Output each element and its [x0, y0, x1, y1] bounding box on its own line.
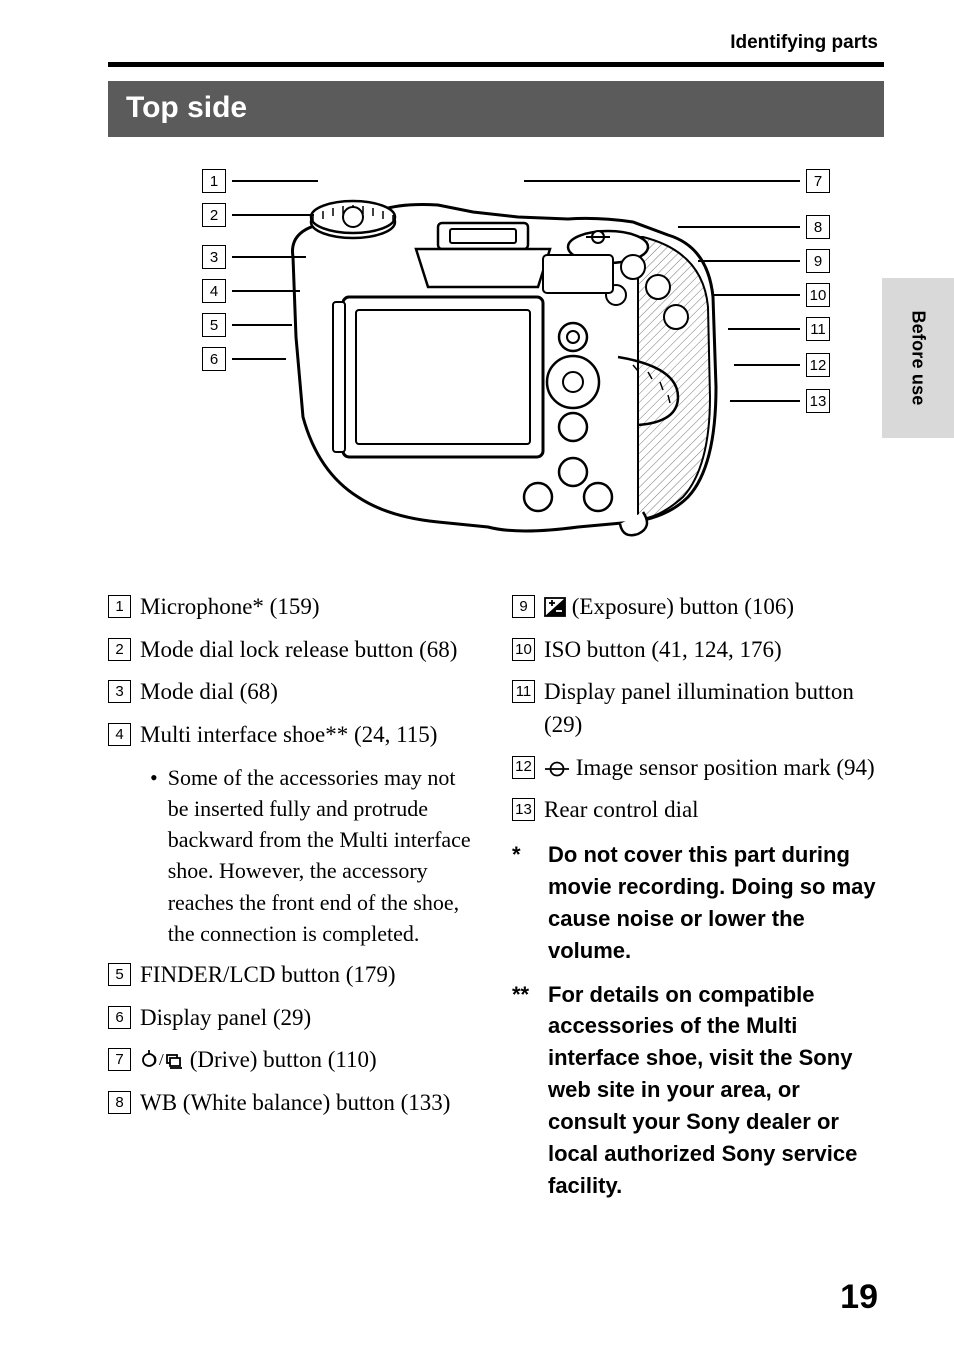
item-text: FINDER/LCD button (179)	[140, 962, 396, 987]
callout-number: 12	[806, 353, 830, 377]
leader-line	[524, 180, 800, 182]
list-item-2: 2 Mode dial lock release button (68)	[108, 634, 480, 667]
callout-5: 5	[202, 313, 292, 337]
footnote: ** For details on compatible accessories …	[512, 979, 884, 1202]
leader-line	[232, 324, 292, 326]
list-item-8: 8 WB (White balance) button (133)	[108, 1087, 480, 1120]
callout-number: 11	[806, 317, 830, 341]
callout-number: 5	[202, 313, 226, 337]
list-item-4: 4 Multi interface shoe** (24, 115)	[108, 719, 480, 752]
sub-bullet: •Some of the accessories may not be inse…	[150, 762, 480, 949]
item-number: 9	[512, 595, 535, 618]
list-item-6: 6 Display panel (29)	[108, 1002, 480, 1035]
callout-9: 9	[698, 249, 830, 273]
callout-12: 12	[734, 353, 830, 377]
item-number: 1	[108, 595, 131, 618]
callout-2: 2	[202, 203, 314, 227]
callout-10: 10	[714, 283, 830, 307]
callout-number: 10	[806, 283, 830, 307]
item-text: ISO button (41, 124, 176)	[544, 637, 782, 662]
diagram: 12345678910111213	[108, 155, 884, 565]
item-text: Multi interface shoe** (24, 115)	[140, 722, 437, 747]
list-item-5: 5 FINDER/LCD button (179)	[108, 959, 480, 992]
list-item-12: 12 Image sensor position mark (94)	[512, 752, 884, 785]
leader-line	[714, 294, 800, 296]
item-number: 11	[512, 680, 535, 703]
callout-13: 13	[730, 389, 830, 413]
right-column: 9 (Exposure) button (106) 10 ISO button (4…	[510, 591, 884, 1202]
leader-line	[232, 180, 318, 182]
item-number: 8	[108, 1091, 131, 1114]
callout-number: 7	[806, 169, 830, 193]
item-text: Display panel illumination button (29)	[544, 679, 854, 737]
callout-7: 7	[524, 169, 830, 193]
item-number: 12	[512, 756, 535, 779]
page-number: 19	[840, 1278, 878, 1317]
side-tab: Before use	[882, 278, 954, 438]
leader-line	[734, 364, 800, 366]
list-item-13: 13 Rear control dial	[512, 794, 884, 827]
item-text: Mode dial (68)	[140, 679, 278, 704]
header-rule	[108, 62, 884, 67]
callout-3: 3	[202, 245, 306, 269]
leader-line	[232, 290, 300, 292]
list-item-9: 9 (Exposure) button (106)	[512, 591, 884, 624]
footnote: * Do not cover this part during movie rec…	[512, 839, 884, 967]
leader-line	[232, 256, 306, 258]
item-text: Mode dial lock release button (68)	[140, 637, 457, 662]
callout-number: 3	[202, 245, 226, 269]
left-column: 1 Microphone* (159) 2 Mode dial lock releas…	[108, 591, 484, 1202]
item-number: 5	[108, 963, 131, 986]
footnote-text: For details on compatible accessories of…	[548, 979, 884, 1202]
columns: 1 Microphone* (159) 2 Mode dial lock releas…	[108, 591, 884, 1202]
footnote-mark: *	[512, 839, 534, 871]
list-item-10: 10 ISO button (41, 124, 176)	[512, 634, 884, 667]
item-number: 2	[108, 638, 131, 661]
item-text: WB (White balance) button (133)	[140, 1090, 450, 1115]
camera-illustration	[238, 167, 748, 557]
item-number: 4	[108, 723, 131, 746]
callout-11: 11	[728, 317, 830, 341]
callout-number: 9	[806, 249, 830, 273]
callout-number: 1	[202, 169, 226, 193]
item-number: 3	[108, 680, 131, 703]
item-number: 10	[512, 638, 535, 661]
header-label: Identifying parts	[108, 32, 884, 54]
item-text: Image sensor position mark (94)	[576, 755, 875, 780]
callout-4: 4	[202, 279, 300, 303]
item-text: (Drive) button (110)	[190, 1047, 377, 1072]
callout-number: 13	[806, 389, 830, 413]
leader-line	[730, 400, 800, 402]
item-text: Rear control dial	[544, 797, 699, 822]
list-item-3: 3 Mode dial (68)	[108, 676, 480, 709]
callout-number: 6	[202, 347, 226, 371]
item-text: Display panel (29)	[140, 1005, 311, 1030]
list-item-1: 1 Microphone* (159)	[108, 591, 480, 624]
leader-line	[678, 226, 800, 228]
callout-8: 8	[678, 215, 830, 239]
callout-number: 8	[806, 215, 830, 239]
side-tab-label: Before use	[908, 310, 929, 405]
callout-number: 2	[202, 203, 226, 227]
page: Identifying parts Top side	[0, 0, 954, 1202]
leader-line	[698, 260, 800, 262]
item-number: 6	[108, 1006, 131, 1029]
item-number: 7	[108, 1048, 131, 1071]
item-number: 13	[512, 798, 535, 821]
item-text: (Exposure) button (106)	[572, 594, 794, 619]
callout-number: 4	[202, 279, 226, 303]
footnote-text: Do not cover this part during movie reco…	[548, 839, 884, 967]
footnote-mark: **	[512, 979, 534, 1011]
svg-text:/: /	[159, 1050, 164, 1069]
callout-6: 6	[202, 347, 286, 371]
callout-1: 1	[202, 169, 318, 193]
leader-line	[232, 358, 286, 360]
item-text: Microphone* (159)	[140, 594, 320, 619]
leader-line	[232, 214, 314, 216]
list-item-11: 11 Display panel illumination button (29)	[512, 676, 884, 741]
sub-text: Some of the accessories may not be inser…	[168, 762, 480, 949]
section-title: Top side	[108, 81, 884, 137]
leader-line	[728, 328, 800, 330]
list-item-7: 7 / (Drive) button (110)	[108, 1044, 480, 1077]
